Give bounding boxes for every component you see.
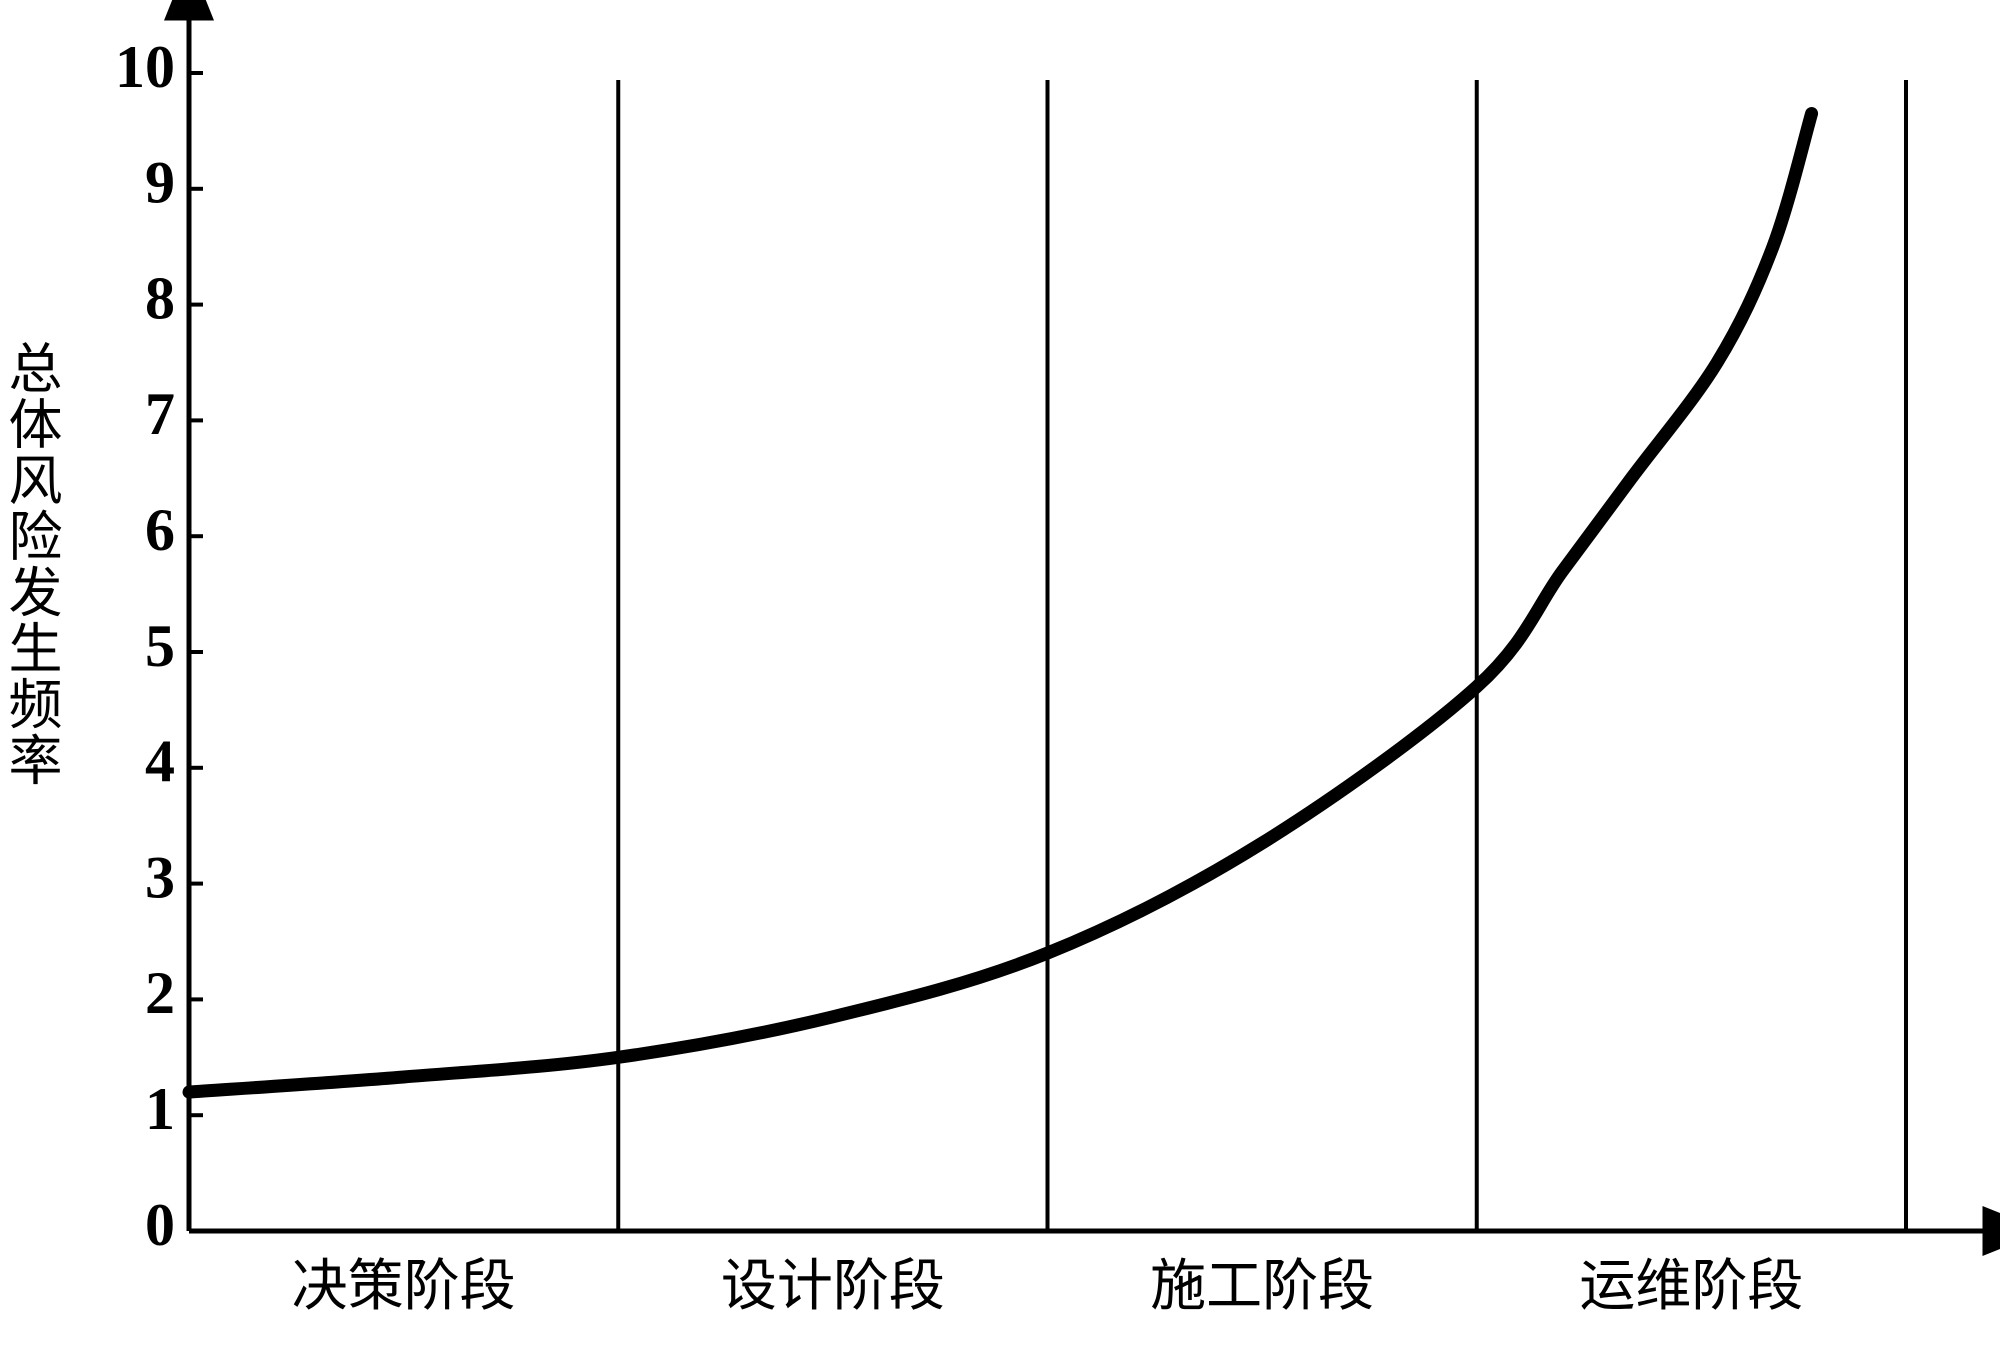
x-category-label: 设计阶段 bbox=[721, 1256, 945, 1318]
y-tick-label: 6 bbox=[145, 497, 175, 563]
y-tick-label: 3 bbox=[145, 844, 175, 910]
risk-curve bbox=[182, 107, 1819, 1099]
x-category-label: 施工阶段 bbox=[1150, 1256, 1374, 1318]
x-category-label: 决策阶段 bbox=[292, 1256, 516, 1318]
y-tick-label: 10 bbox=[115, 34, 175, 100]
y-tick-label: 9 bbox=[145, 150, 175, 216]
y-axis-label: 总体风险发生频率 bbox=[0, 340, 61, 788]
y-tick-label: 2 bbox=[145, 960, 175, 1026]
y-tick-label: 1 bbox=[145, 1076, 175, 1142]
y-tick-label: 8 bbox=[145, 265, 175, 331]
x-category-label: 运维阶段 bbox=[1579, 1256, 1803, 1318]
y-tick-label: 7 bbox=[145, 381, 175, 447]
y-tick-label: 0 bbox=[145, 1192, 175, 1258]
y-tick-label: 4 bbox=[145, 729, 175, 795]
y-tick-label: 5 bbox=[145, 613, 175, 679]
